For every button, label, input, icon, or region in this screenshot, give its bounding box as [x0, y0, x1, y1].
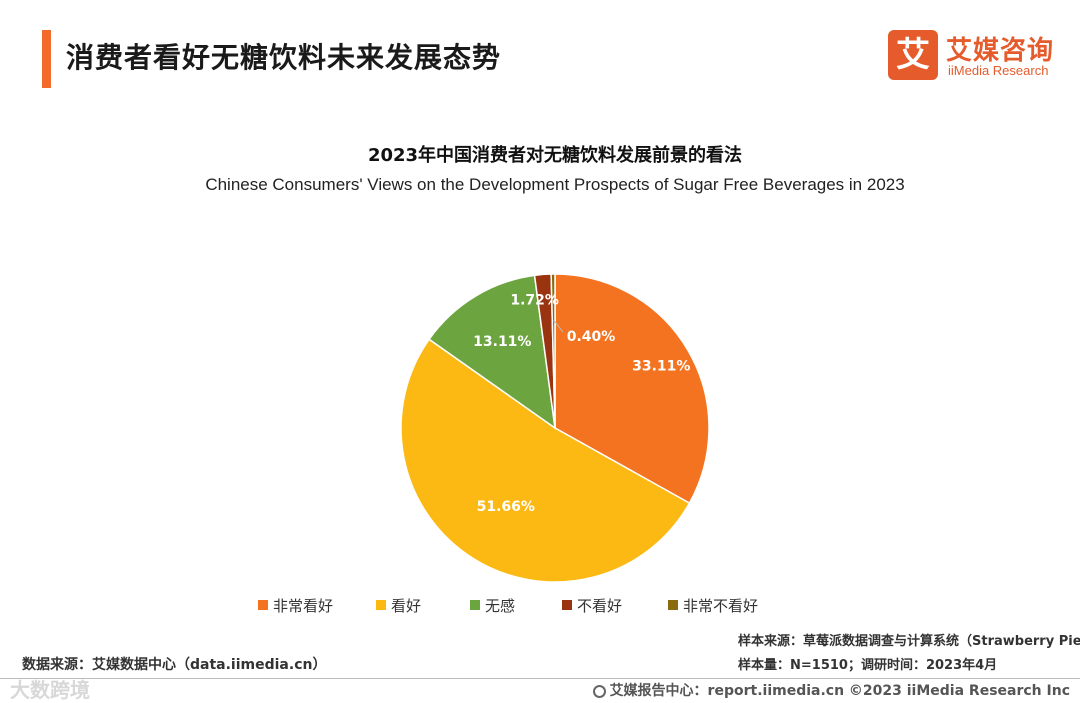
slice-label-1: 33.11% — [632, 359, 690, 375]
legend-label: 看好 — [391, 597, 422, 615]
slice-label-3: 13.11% — [473, 334, 531, 350]
legend-item-4: 不看好 — [562, 595, 622, 616]
legend-swatch — [258, 600, 268, 610]
logo-mark: 艾 — [888, 30, 938, 80]
page-title: 消费者看好无糖饮料未来发展态势 — [66, 41, 502, 74]
chart-title: 2023年中国消费者对无糖饮料发展前景的看法 — [367, 145, 743, 166]
slice-label-5: 0.40% — [567, 329, 616, 345]
chart-legend: 非常看好 看好 无感 不看好 非常不看好 — [0, 595, 1080, 617]
legend-swatch — [470, 600, 480, 610]
legend-label: 无感 — [485, 597, 516, 615]
legend-label: 不看好 — [577, 597, 623, 615]
pie-slice-3 — [428, 274, 556, 430]
legend-swatch — [562, 600, 572, 610]
legend-swatch — [668, 600, 678, 610]
legend-item-1: 非常看好 — [258, 595, 333, 616]
legend-item-5: 非常不看好 — [668, 595, 758, 616]
sample-size-note: 样本量：N=1510；调研时间：2023年4月 — [738, 658, 998, 673]
data-source: 数据来源：艾媒数据中心（data.iimedia.cn） — [22, 657, 327, 673]
sample-source-note: 样本来源：草莓派数据调查与计算系统（Strawberry Pie） — [738, 634, 1080, 649]
pie-slice-1 — [554, 273, 710, 505]
iimedia-logo[interactable]: 艾 艾媒咨询 iiMedia Research — [888, 30, 1068, 84]
legend-item-2: 看好 — [376, 595, 421, 616]
legend-label: 非常不看好 — [683, 597, 759, 615]
slice-label-4: 1.72% — [510, 293, 559, 309]
leader-line — [553, 319, 564, 333]
slice-label-2: 51.66% — [477, 499, 535, 515]
pie-slice-5 — [550, 273, 556, 429]
footer: 艾媒报告中心：report.iimedia.cn ©2023 iiMedia R… — [592, 680, 1070, 700]
legend-item-3: 无感 — [470, 595, 515, 616]
globe-icon — [592, 685, 606, 698]
watermark: 大数跨境 — [10, 678, 90, 702]
title-accent-bar — [42, 30, 51, 88]
legend-label: 非常看好 — [273, 597, 334, 615]
logo-text-cn: 艾媒咨询 — [946, 36, 1055, 66]
legend-swatch — [376, 600, 386, 610]
footer-divider — [0, 678, 1080, 679]
footer-text: 艾媒报告中心：report.iimedia.cn ©2023 iiMedia R… — [609, 683, 1070, 699]
logo-text-en: iiMedia Research — [948, 63, 1049, 78]
pie-slice-2 — [400, 338, 691, 583]
chart-subtitle: Chinese Consumers' Views on the Developm… — [205, 175, 905, 194]
